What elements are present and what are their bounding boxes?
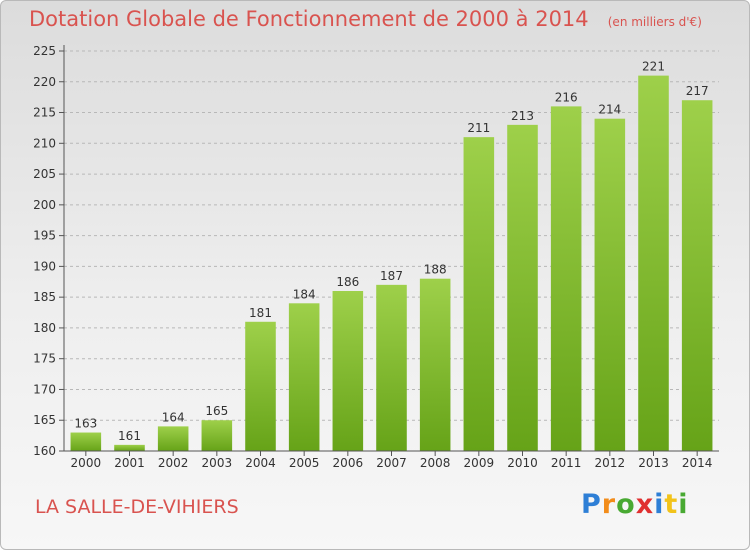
x-tick-label: 2000 <box>71 456 102 470</box>
bar <box>70 432 102 451</box>
bar <box>376 284 407 451</box>
y-tick-label: 210 <box>33 136 56 150</box>
bar-value-label: 163 <box>74 417 97 431</box>
chart-title: Dotation Globale de Fonctionnement de 20… <box>29 7 589 31</box>
logo-letter: i <box>678 489 689 520</box>
y-tick-label: 195 <box>33 229 56 243</box>
grid-lines <box>64 50 719 452</box>
bar <box>638 75 669 451</box>
x-tick-label: 2007 <box>376 456 407 470</box>
bar-value-label: 187 <box>380 269 403 283</box>
logo-letter: P <box>581 489 602 520</box>
proxiti-logo: Proxiti <box>581 489 689 520</box>
bar-value-label: 161 <box>118 429 141 443</box>
x-tick-label: 2012 <box>595 456 626 470</box>
x-tick-label: 2005 <box>289 456 320 470</box>
bar-value-label: 214 <box>598 103 621 117</box>
x-tick-label: 2004 <box>245 456 276 470</box>
x-tick-label: 2010 <box>507 456 538 470</box>
x-tick-label: 2006 <box>333 456 364 470</box>
bar-value-label: 221 <box>642 60 665 74</box>
logo-letter: i <box>654 489 665 520</box>
bar <box>550 106 582 451</box>
y-tick-label: 165 <box>33 413 56 427</box>
y-tick-label: 205 <box>33 167 56 181</box>
bar-value-label: 181 <box>249 306 272 320</box>
bar-value-label: 184 <box>293 287 316 301</box>
x-tick-label: 2009 <box>464 456 495 470</box>
x-tick-label: 2003 <box>202 456 233 470</box>
y-tick-label: 200 <box>33 198 56 212</box>
commune-name: LA SALLE-DE-VIHIERS <box>35 496 239 518</box>
y-tick-label: 160 <box>33 444 56 458</box>
y-tick-label: 185 <box>33 290 56 304</box>
x-tick-label: 2008 <box>420 456 451 470</box>
y-tick-label: 175 <box>33 352 56 366</box>
x-tick-label: 2001 <box>114 456 145 470</box>
bar-value-label: 186 <box>336 275 359 289</box>
bar <box>463 137 495 451</box>
bar <box>681 100 713 451</box>
bar-value-label: 211 <box>467 121 490 135</box>
title-row: Dotation Globale de Fonctionnement de 20… <box>29 7 702 31</box>
logo-letter: x <box>635 489 655 520</box>
logo-letter: t <box>664 489 679 520</box>
bar-value-label: 213 <box>511 109 534 123</box>
axes: 160 165 170 175 180 185 190 195 200 205 210 215 220 2… <box>33 44 719 470</box>
x-tick-label: 2002 <box>158 456 189 470</box>
y-tick-label: 170 <box>33 382 56 396</box>
bar <box>157 426 189 451</box>
y-tick-label: 225 <box>33 44 56 58</box>
bar <box>419 278 451 451</box>
bar <box>507 124 538 451</box>
x-tick-label: 2011 <box>551 456 582 470</box>
bar <box>201 420 233 451</box>
bar-value-label: 216 <box>555 90 578 104</box>
y-tick-label: 215 <box>33 106 56 120</box>
bar <box>332 291 364 451</box>
y-tick-label: 190 <box>33 259 56 273</box>
chart-unit: (en milliers d'€) <box>607 15 702 29</box>
bar <box>288 303 320 451</box>
y-tick-label: 180 <box>33 321 56 335</box>
x-tick-label: 2014 <box>682 456 713 470</box>
logo-letter: r <box>601 489 617 520</box>
bar <box>594 118 626 451</box>
bars: 163 161 164 165 181 184 186 187 188 211 213 216 214 2… <box>70 60 713 451</box>
bar <box>245 321 276 451</box>
bar-value-label: 165 <box>205 404 228 418</box>
logo-letter: o <box>616 489 636 520</box>
bar-value-label: 164 <box>162 410 185 424</box>
bar <box>114 444 145 451</box>
y-tick-label: 220 <box>33 75 56 89</box>
bar-value-label: 217 <box>686 84 709 98</box>
x-tick-label: 2013 <box>638 456 669 470</box>
bar-value-label: 188 <box>424 263 447 277</box>
